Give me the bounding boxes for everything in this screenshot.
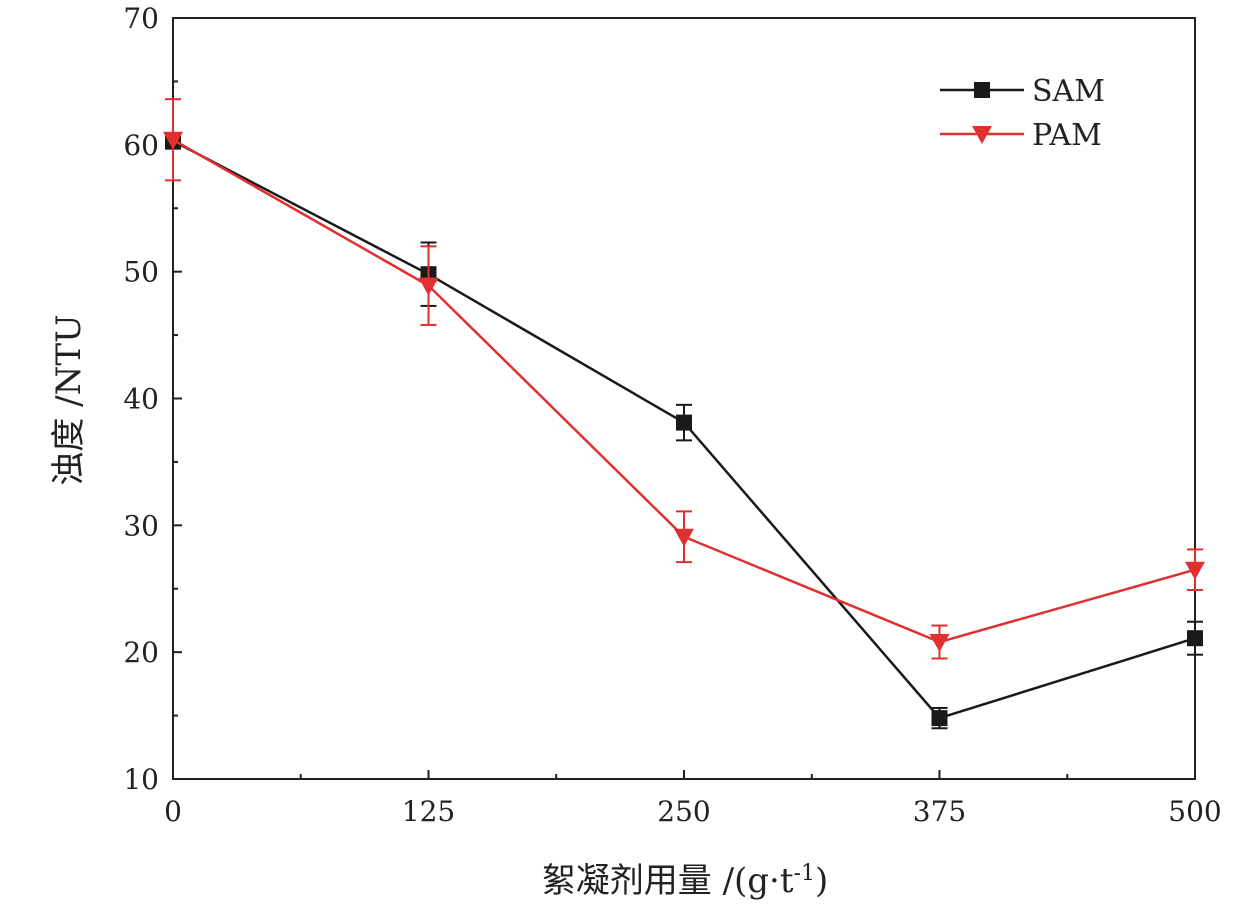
x-axis-title: 絮凝剂用量 /(g·t-1) (542, 861, 828, 901)
series-line (172, 138, 1196, 644)
data-point (1185, 561, 1205, 580)
x-tick-label: 250 (657, 795, 710, 828)
data-point (674, 528, 694, 547)
legend-label: SAM (1032, 74, 1105, 109)
x-tick-label: 375 (913, 795, 966, 828)
y-tick-label: 50 (123, 256, 159, 289)
x-axis: 0 125 250 375 500 (164, 770, 1222, 828)
x-tick-label: 0 (164, 795, 182, 828)
series-sam (165, 132, 1203, 730)
y-tick-label: 60 (123, 129, 159, 162)
series-layer (163, 98, 1205, 730)
data-point (676, 414, 692, 431)
y-tick-label: 20 (123, 636, 159, 669)
legend-item-sam: SAM (940, 74, 1105, 109)
x-tick-label: 125 (402, 795, 455, 828)
data-point (1187, 630, 1203, 647)
data-point (929, 634, 950, 653)
y-tick-label: 70 (123, 2, 159, 35)
legend: SAM PAM (940, 74, 1105, 153)
legend-marker (972, 126, 992, 144)
data-point (163, 131, 183, 150)
y-tick-label: 40 (123, 383, 159, 416)
y-tick-label: 30 (123, 509, 159, 542)
data-point (418, 277, 439, 296)
y-axis: 10 20 30 40 50 60 70 (123, 2, 182, 796)
legend-item-pam: PAM (940, 118, 1102, 153)
y-axis-title: 浊度 /NTU (49, 314, 89, 485)
data-point (931, 710, 948, 727)
y-tick-label: 10 (123, 763, 159, 796)
legend-marker (974, 82, 990, 98)
series-pam (163, 98, 1205, 660)
legend-label: PAM (1032, 118, 1102, 153)
x-tick-label: 500 (1168, 795, 1221, 828)
